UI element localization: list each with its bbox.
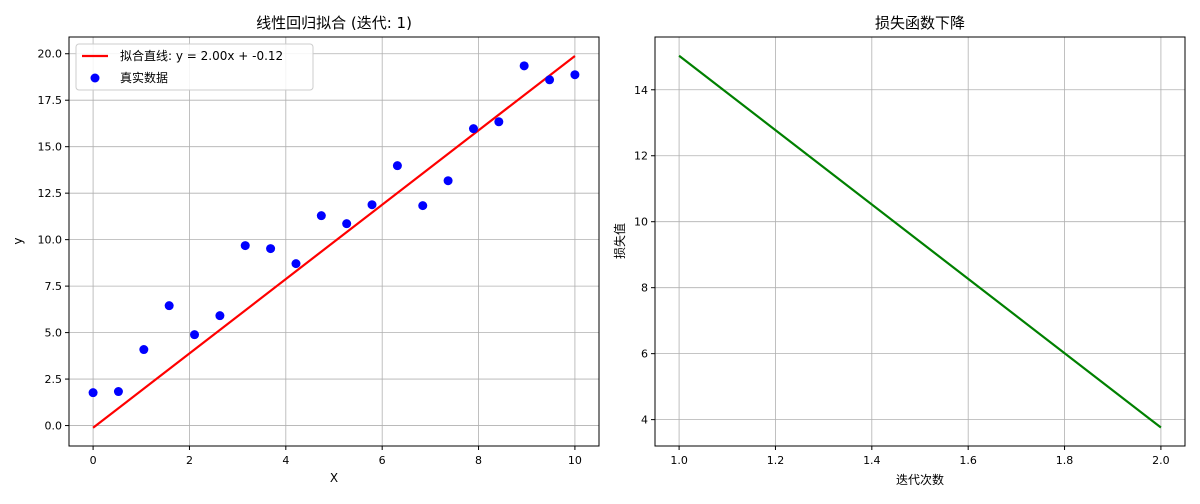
regression-ytick-label: 15.0 <box>38 141 63 154</box>
regression-ytick-label: 20.0 <box>38 48 63 61</box>
regression-point <box>88 388 98 398</box>
regression-xlabel: X <box>330 471 338 485</box>
regression-point <box>367 200 377 210</box>
loss-ytick-label: 14 <box>634 84 648 97</box>
regression-point <box>190 330 200 340</box>
regression-point <box>266 244 276 254</box>
regression-xtick-label: 2 <box>186 454 193 467</box>
legend-box <box>75 43 314 91</box>
regression-ytick-label: 12.5 <box>38 187 63 200</box>
regression-point <box>468 124 478 134</box>
regression-xtick-label: 10 <box>568 454 582 467</box>
legend: 拟合直线: y = 2.00x + -0.12 真实数据 <box>75 43 314 91</box>
regression-point <box>316 211 326 221</box>
regression-ytick-label: 10.0 <box>38 234 63 247</box>
regression-point <box>113 387 123 397</box>
regression-line <box>92 55 576 429</box>
regression-ytick-label: 5.0 <box>45 327 63 340</box>
regression-ytick-label: 2.5 <box>45 373 63 386</box>
loss-xtick-label: 1.6 <box>959 454 977 467</box>
regression-point <box>215 311 225 321</box>
regression-point <box>418 201 428 211</box>
regression-xtick-label: 4 <box>282 454 289 467</box>
legend-point-swatch <box>90 73 100 83</box>
regression-ylabel: y <box>11 237 25 244</box>
legend-label-fit-line: 拟合直线: y = 2.00x + -0.12 <box>120 48 283 63</box>
regression-title: 线性回归拟合 (迭代: 1) <box>256 14 412 32</box>
loss-xtick-label: 1.4 <box>863 454 881 467</box>
regression-ytick-label: 17.5 <box>38 94 63 107</box>
regression-point <box>342 219 352 229</box>
loss-xtick-label: 1.2 <box>767 454 785 467</box>
regression-point <box>545 75 555 85</box>
loss-ytick-label: 10 <box>634 216 648 229</box>
loss-title: 损失函数下降 <box>875 14 965 32</box>
loss-ytick-label: 12 <box>634 150 648 163</box>
loss-axes-frame <box>654 36 1186 447</box>
regression-point <box>392 161 402 171</box>
loss-line <box>678 54 1162 429</box>
loss-ytick-label: 4 <box>641 414 648 427</box>
regression-point <box>164 301 174 311</box>
regression-axes-frame <box>68 36 600 447</box>
regression-xtick-label: 0 <box>90 454 97 467</box>
regression-point <box>443 176 453 186</box>
regression-point <box>494 117 504 127</box>
loss-xlabel: 迭代次数 <box>896 472 944 487</box>
regression-plot: 线性回归拟合 (迭代: 1) X y 0 2 4 6 8 10 0.0 2.5 5.0 7.5 10… <box>11 14 600 485</box>
regression-ytick-label: 0.0 <box>45 420 63 433</box>
regression-xtick-label: 6 <box>379 454 386 467</box>
loss-xtick-label: 2.0 <box>1152 454 1170 467</box>
regression-xtick-label: 8 <box>475 454 482 467</box>
regression-ytick-label: 7.5 <box>45 280 63 293</box>
regression-point <box>570 70 580 80</box>
loss-xtick-label: 1.0 <box>670 454 688 467</box>
loss-xtick-label: 1.8 <box>1056 454 1074 467</box>
regression-point <box>240 241 250 251</box>
regression-point <box>291 259 301 269</box>
loss-ylabel: 损失值 <box>612 223 627 259</box>
loss-plot: 损失函数下降 迭代次数 损失值 1.0 1.2 1.4 1.6 1.8 2.0 4 6 8 10 1… <box>612 14 1186 487</box>
regression-point <box>519 61 529 71</box>
regression-point <box>139 345 149 355</box>
loss-ytick-label: 6 <box>641 348 648 361</box>
loss-ytick-label: 8 <box>641 282 648 295</box>
legend-label-data: 真实数据 <box>120 70 168 85</box>
